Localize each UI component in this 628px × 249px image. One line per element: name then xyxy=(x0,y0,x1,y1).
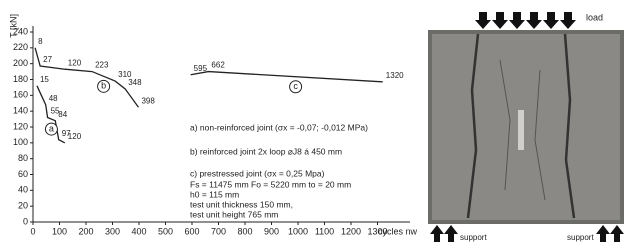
y-tick-label: 220 xyxy=(13,42,28,52)
support-label: support xyxy=(567,233,594,242)
y-tick-label: 240 xyxy=(13,26,28,36)
series-name: c xyxy=(293,81,298,91)
note: h0 = 115 mm xyxy=(190,189,239,199)
point-label: 223 xyxy=(95,61,109,70)
x-tick-label: 1000 xyxy=(288,226,308,236)
x-tick-label: 400 xyxy=(131,226,146,236)
support-label: support xyxy=(460,233,487,242)
point-label: 595 xyxy=(194,64,208,73)
y-tick-label: 140 xyxy=(13,106,28,116)
x-tick-label: 900 xyxy=(264,226,279,236)
note: test unit height 765 mm xyxy=(190,209,278,219)
chart: T [kN] cycles nw a) non-reinforced joint… xyxy=(8,14,417,236)
x-tick-label: 800 xyxy=(237,226,252,236)
point-label: 120 xyxy=(68,58,82,67)
load-label: load xyxy=(586,12,603,22)
x-tick-label: 0 xyxy=(30,226,35,236)
note: Fs = 11475 mm Fo = 5220 mm to = 20 mm xyxy=(190,179,351,189)
point-label: 398 xyxy=(141,96,155,105)
x-tick-label: 1200 xyxy=(341,226,361,236)
figure: T [kN] cycles nw a) non-reinforced joint… xyxy=(0,0,628,244)
point-label: 15 xyxy=(40,75,49,84)
x-tick-label: 1100 xyxy=(315,226,334,236)
photo-specimen xyxy=(432,34,620,220)
y-tick-label: 120 xyxy=(13,121,28,131)
series-name: b xyxy=(101,81,106,91)
note: test unit thickness 150 mm, xyxy=(190,199,293,209)
x-tick-label: 300 xyxy=(105,226,120,236)
y-tick-label: 60 xyxy=(18,169,28,179)
x-tick-label: 500 xyxy=(158,226,173,236)
point-label: 48 xyxy=(49,94,58,103)
y-tick-label: 0 xyxy=(23,216,28,226)
y-tick-label: 80 xyxy=(18,153,28,163)
y-tick-label: 200 xyxy=(13,58,28,68)
series-name: a xyxy=(49,123,54,133)
y-tick-label: 40 xyxy=(18,185,28,195)
y-tick-label: 180 xyxy=(13,74,28,84)
note: b) reinforced joint 2x loop ⌀J8 á 450 mm xyxy=(190,146,342,156)
x-tick-label: 600 xyxy=(184,226,199,236)
photo-gauge xyxy=(518,110,524,150)
load-arrows xyxy=(475,12,576,29)
x-tick-label: 700 xyxy=(211,226,226,236)
point-label: 120 xyxy=(68,132,82,141)
x-tick-label: 200 xyxy=(78,226,93,236)
note: a) non-reinforced joint (σx = -0,07; -0,… xyxy=(190,122,368,132)
point-label: 27 xyxy=(43,55,52,64)
y-tick-label: 20 xyxy=(18,201,28,211)
point-label: 8 xyxy=(38,37,43,46)
photo: load support support xyxy=(428,12,624,242)
point-label: 662 xyxy=(211,61,225,70)
series-line xyxy=(191,72,383,82)
y-tick-label: 160 xyxy=(13,90,28,100)
note: c) prestressed joint (σx = 0,25 Mpa) xyxy=(190,168,325,178)
x-tick-label: 100 xyxy=(52,226,67,236)
point-label: 1320 xyxy=(386,71,404,80)
point-label: 84 xyxy=(58,110,67,119)
x-tick-label: 1300 xyxy=(367,226,387,236)
point-label: 348 xyxy=(128,78,142,87)
y-tick-label: 100 xyxy=(13,137,28,147)
